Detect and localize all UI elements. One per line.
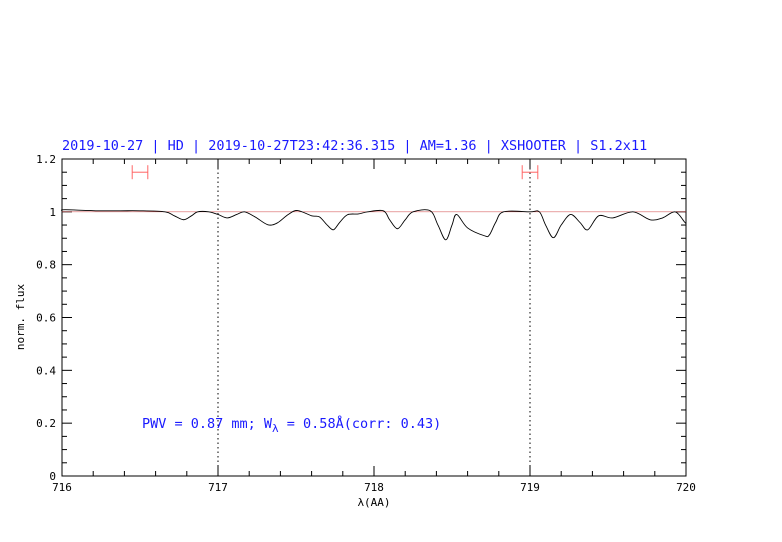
annotation-prefix: PWV = 0.87 mm; W: [142, 416, 273, 432]
annotation-subscript: λ: [272, 422, 279, 435]
spectrum-line: [60, 209, 687, 241]
y-tick-label: 0.6: [36, 312, 56, 325]
chart-title: 2019-10-27 | HD | 2019-10-27T23:42:36.31…: [62, 138, 647, 154]
y-tick-label: 1: [49, 206, 56, 219]
x-tick-label: 718: [364, 481, 384, 494]
y-tick-label: 0: [49, 470, 56, 483]
y-axis-label: norm. flux: [14, 284, 27, 351]
annotation-suffix: = 0.58Å(corr: 0.43): [279, 415, 442, 432]
pwv-annotation: PWV = 0.87 mm; Wλ = 0.58Å(corr: 0.43): [142, 415, 441, 435]
x-tick-label: 717: [208, 481, 228, 494]
x-tick-label: 720: [676, 481, 696, 494]
y-tick-label: 0.2: [36, 417, 56, 430]
x-tick-label: 716: [52, 481, 72, 494]
x-axis-label: λ(AA): [357, 496, 390, 509]
plot-area: 716 717 718 719 720 0 0.2 0.4 0.6 0.8 1 1.2: [36, 153, 696, 494]
y-tick-label: 1.2: [36, 153, 56, 166]
y-tick-label: 0.8: [36, 259, 56, 272]
x-tick-label: 719: [520, 481, 540, 494]
y-tick-label: 0.4: [36, 364, 56, 377]
